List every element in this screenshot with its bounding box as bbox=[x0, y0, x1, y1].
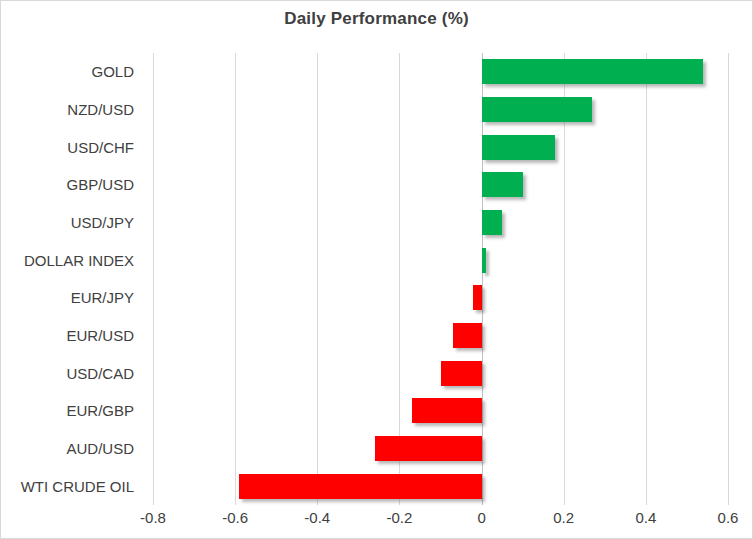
x-tick-label: 0.4 bbox=[616, 509, 676, 527]
bar-aud-usd[interactable] bbox=[375, 436, 482, 461]
bar-dollar-index[interactable] bbox=[482, 248, 486, 273]
gridline bbox=[646, 53, 647, 505]
gridline bbox=[728, 53, 729, 505]
gridline bbox=[317, 53, 318, 505]
bar-usd-cad[interactable] bbox=[441, 361, 482, 386]
gridline bbox=[153, 53, 154, 505]
category-label-gold: GOLD bbox=[1, 59, 134, 84]
category-label-eur-gbp: EUR/GBP bbox=[1, 398, 134, 423]
bar-eur-gbp[interactable] bbox=[412, 398, 482, 423]
bar-eur-jpy[interactable] bbox=[473, 285, 481, 310]
category-label-eur-jpy: EUR/JPY bbox=[1, 285, 134, 310]
bar-nzd-usd[interactable] bbox=[482, 97, 593, 122]
bar-wti-crude-oil[interactable] bbox=[239, 474, 481, 499]
category-label-nzd-usd: NZD/USD bbox=[1, 97, 134, 122]
category-label-wti-crude-oil: WTI CRUDE OIL bbox=[1, 474, 134, 499]
plot-area bbox=[153, 53, 728, 505]
bar-usd-chf[interactable] bbox=[482, 135, 556, 160]
daily-performance-chart: Daily Performance (%) GOLD NZD/USD USD/CHF… bbox=[0, 0, 753, 539]
bar-usd-jpy[interactable] bbox=[482, 210, 503, 235]
x-tick-label: 0.6 bbox=[698, 509, 753, 527]
category-label-usd-cad: USD/CAD bbox=[1, 361, 134, 386]
x-tick-label: 0 bbox=[452, 509, 512, 527]
chart-title: Daily Performance (%) bbox=[1, 9, 752, 29]
x-tick-label: -0.6 bbox=[205, 509, 265, 527]
category-label-dollar-index: DOLLAR INDEX bbox=[1, 248, 134, 273]
gridline bbox=[235, 53, 236, 505]
x-tick-label: -0.2 bbox=[369, 509, 429, 527]
x-tick-label: -0.4 bbox=[287, 509, 347, 527]
x-tick-label: 0.2 bbox=[534, 509, 594, 527]
x-tick-label: -0.8 bbox=[123, 509, 183, 527]
category-label-eur-usd: EUR/USD bbox=[1, 323, 134, 348]
bar-eur-usd[interactable] bbox=[453, 323, 482, 348]
category-label-usd-chf: USD/CHF bbox=[1, 135, 134, 160]
category-label-gbp-usd: GBP/USD bbox=[1, 172, 134, 197]
category-label-usd-jpy: USD/JPY bbox=[1, 210, 134, 235]
category-label-aud-usd: AUD/USD bbox=[1, 436, 134, 461]
bar-gold[interactable] bbox=[482, 59, 704, 84]
bar-gbp-usd[interactable] bbox=[482, 172, 523, 197]
